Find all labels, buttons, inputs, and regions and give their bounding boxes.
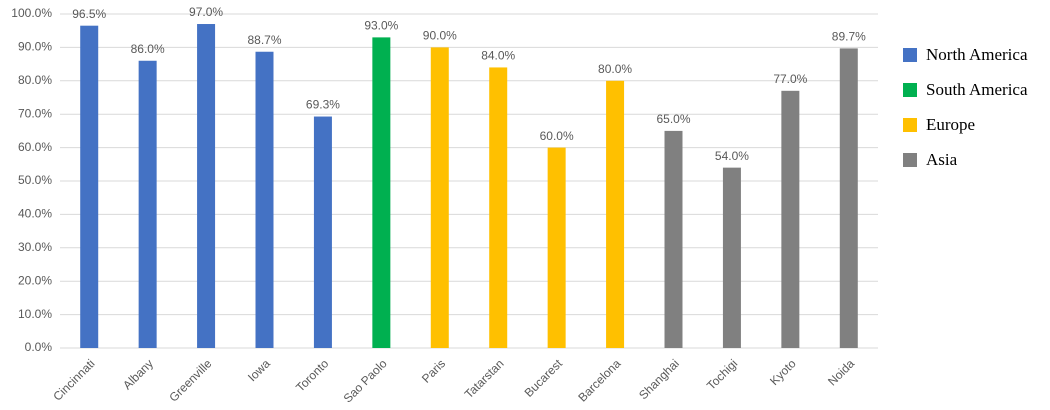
bar [839, 48, 858, 348]
x-tick-label: Tatarstan [462, 356, 507, 401]
x-tick-label: Paris [419, 356, 448, 385]
legend-label: Europe [926, 115, 975, 134]
value-label: 60.0% [540, 129, 574, 143]
legend-swatch [903, 153, 917, 167]
legend-label: Asia [926, 150, 958, 169]
value-label: 54.0% [715, 149, 749, 163]
bar [197, 24, 216, 349]
value-label: 88.7% [247, 33, 281, 47]
bar [722, 167, 741, 348]
bar [781, 90, 800, 348]
y-tick-label: 0.0% [25, 340, 53, 354]
value-label: 96.5% [72, 7, 106, 21]
value-label: 69.3% [306, 98, 340, 112]
legend-label: North America [926, 45, 1028, 64]
x-tick-label: Barcelona [575, 356, 623, 404]
value-label: 93.0% [364, 19, 398, 33]
y-tick-label: 80.0% [18, 73, 52, 87]
bar [313, 116, 332, 349]
x-tick-label: Noida [825, 356, 857, 388]
bar [547, 147, 566, 348]
x-tick-label: Tochigi [704, 356, 740, 392]
x-tick-label: Bucarest [522, 356, 566, 400]
x-tick-label: Toronto [293, 356, 331, 394]
value-label: 80.0% [598, 62, 632, 76]
bar [664, 130, 683, 348]
x-tick-label: Shanghai [636, 356, 682, 402]
value-label: 86.0% [131, 42, 165, 56]
legend-swatch [903, 118, 917, 132]
value-label: 84.0% [481, 49, 515, 63]
bar [606, 80, 625, 349]
x-tick-label: Sao Paolo [341, 356, 390, 405]
x-tick-label: Greenville [166, 356, 214, 404]
y-tick-label: 20.0% [18, 273, 52, 287]
bar [372, 37, 391, 348]
value-label: 90.0% [423, 29, 457, 43]
bar [80, 25, 99, 348]
value-label: 65.0% [656, 112, 690, 126]
legend-label: South America [926, 80, 1028, 99]
y-tick-label: 30.0% [18, 240, 52, 254]
legend-swatch [903, 83, 917, 97]
y-tick-label: 60.0% [18, 140, 52, 154]
y-tick-label: 70.0% [18, 106, 52, 120]
x-tick-label: Kyoto [767, 356, 799, 388]
y-tick-label: 40.0% [18, 207, 52, 221]
x-tick-label: Albany [120, 356, 156, 392]
bar [255, 51, 274, 348]
y-tick-label: 100.0% [11, 6, 52, 20]
bar [138, 60, 157, 348]
y-tick-label: 50.0% [18, 173, 52, 187]
x-tick-label: Cincinnati [50, 356, 97, 403]
value-label: 97.0% [189, 5, 223, 19]
x-tick-label: Iowa [245, 356, 273, 384]
value-label: 89.7% [832, 30, 866, 44]
bar [430, 47, 449, 349]
bar [489, 67, 508, 348]
y-tick-label: 90.0% [18, 40, 52, 54]
value-label: 77.0% [773, 72, 807, 86]
y-tick-label: 10.0% [18, 307, 52, 321]
legend-swatch [903, 48, 917, 62]
